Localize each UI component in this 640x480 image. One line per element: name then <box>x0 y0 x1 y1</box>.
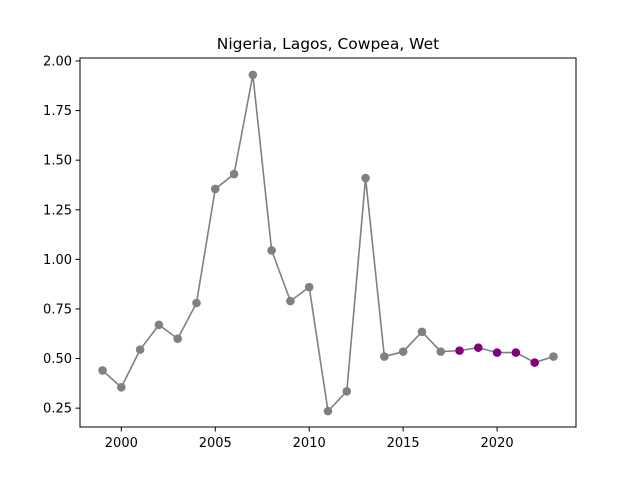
data-point <box>398 347 408 356</box>
data-point <box>474 343 483 352</box>
x-tick-label: 2005 <box>199 436 232 451</box>
data-point <box>117 383 126 392</box>
data-point <box>342 386 352 396</box>
y-tick-label: 0.50 <box>43 352 72 367</box>
y-tick-label: 2.00 <box>43 54 72 69</box>
data-point <box>192 298 201 308</box>
x-tick-label: 2020 <box>481 436 514 451</box>
data-point <box>530 358 539 367</box>
data-point <box>248 70 258 80</box>
x-tick-label: 2010 <box>293 436 326 451</box>
data-point <box>267 246 276 255</box>
y-tick-label: 1.00 <box>43 253 72 268</box>
data-point <box>154 320 164 330</box>
data-point <box>304 282 314 292</box>
data-point <box>173 334 182 344</box>
data-point <box>549 352 558 361</box>
data-point <box>417 327 427 337</box>
chart-title: Nigeria, Lagos, Cowpea, Wet <box>217 35 439 53</box>
y-tick-label: 0.75 <box>43 302 72 317</box>
x-tick-label: 2015 <box>387 436 420 451</box>
data-point <box>511 348 521 357</box>
y-tick-label: 1.75 <box>43 104 72 119</box>
y-tick-label: 1.25 <box>43 203 72 218</box>
y-axis: 0.25 0.50 0.75 1.00 1.25 1.50 1.75 2.00 <box>43 54 80 417</box>
data-point <box>492 348 502 357</box>
plot-area <box>79 57 577 428</box>
data-point <box>455 346 464 355</box>
data-point <box>229 169 239 179</box>
series-points <box>98 70 558 416</box>
data-point <box>210 184 220 194</box>
data-point <box>380 352 389 361</box>
x-tick-label: 2000 <box>105 436 138 451</box>
data-point <box>135 345 145 354</box>
data-point <box>323 406 333 416</box>
y-tick-label: 0.25 <box>43 402 72 417</box>
x-axis: 2000 2005 2010 2015 2020 <box>105 427 514 451</box>
data-point <box>436 347 446 356</box>
data-point <box>286 296 295 306</box>
y-tick-label: 1.50 <box>43 154 72 169</box>
data-point <box>361 173 370 183</box>
data-point <box>98 366 107 375</box>
